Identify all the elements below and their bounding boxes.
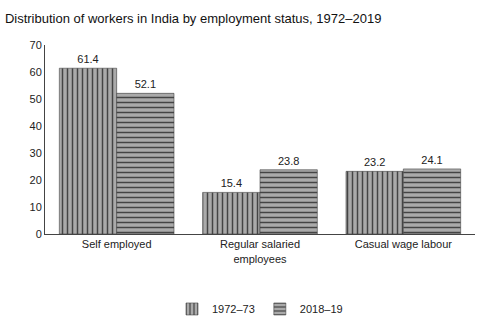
- svg-text:15.4: 15.4: [221, 177, 242, 189]
- svg-text:Regular salariedemployees: Regular salariedemployees: [220, 238, 300, 264]
- svg-text:61.4: 61.4: [77, 53, 98, 65]
- svg-text:10: 10: [30, 201, 42, 213]
- svg-text:50: 50: [30, 93, 42, 105]
- svg-text:23.2: 23.2: [364, 156, 385, 168]
- svg-text:24.1: 24.1: [421, 154, 442, 166]
- svg-text:30: 30: [30, 147, 42, 159]
- svg-text:20: 20: [30, 174, 42, 186]
- svg-text:60: 60: [30, 66, 42, 78]
- svg-text:40: 40: [30, 120, 42, 132]
- svg-text:Distribution of workers in Ind: Distribution of workers in India by empl…: [5, 11, 381, 26]
- svg-text:2018–19: 2018–19: [300, 303, 343, 315]
- svg-text:52.1: 52.1: [135, 78, 156, 90]
- svg-text:23.8: 23.8: [278, 155, 299, 167]
- svg-text:1972–73: 1972–73: [212, 303, 255, 315]
- svg-text:0: 0: [36, 228, 42, 240]
- svg-text:70: 70: [30, 39, 42, 51]
- svg-text:Casual wage labour: Casual wage labour: [355, 238, 453, 250]
- svg-text:Self employed: Self employed: [82, 238, 152, 250]
